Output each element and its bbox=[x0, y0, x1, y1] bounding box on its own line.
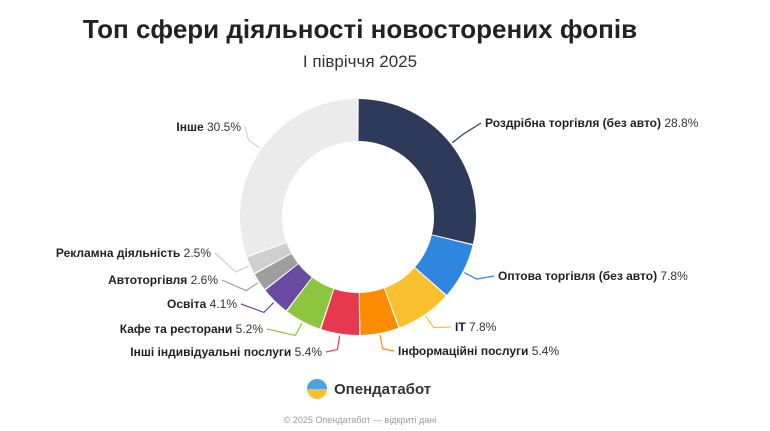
data-label: Освіта 4.1% bbox=[167, 297, 237, 311]
data-label: Інше 30.5% bbox=[176, 120, 241, 134]
donut-slice bbox=[359, 288, 399, 335]
donut-slice bbox=[240, 99, 358, 257]
leader-line bbox=[464, 272, 495, 280]
data-label: Рекламна діяльність 2.5% bbox=[56, 246, 211, 260]
leader-line bbox=[214, 252, 249, 273]
leader-line bbox=[240, 302, 275, 314]
data-label: Автоторгівля 2.6% bbox=[108, 273, 218, 287]
leader-line bbox=[425, 315, 452, 329]
donut-slice bbox=[247, 243, 292, 274]
data-label: IT 7.8% bbox=[455, 320, 497, 334]
chart-title: Топ сфери діяльності новосторених фопів bbox=[82, 14, 638, 44]
leader-line bbox=[451, 122, 482, 144]
data-label: Кафе та ресторани 5.2% bbox=[120, 322, 264, 336]
donut-slice bbox=[254, 253, 298, 290]
data-label: Інші індивідуальні послуги 5.4% bbox=[130, 345, 322, 359]
leader-line bbox=[244, 126, 261, 149]
brand: Опендатабот bbox=[306, 378, 431, 400]
footer-note: © 2025 Опендатабот — відкриті дані bbox=[283, 415, 437, 425]
leader-line bbox=[221, 279, 259, 292]
donut-slice bbox=[265, 264, 312, 311]
donut-slice bbox=[384, 267, 446, 328]
data-label: Інформаційні послуги 5.4% bbox=[398, 344, 559, 358]
donut-slice bbox=[415, 235, 473, 295]
leader-line bbox=[325, 335, 341, 353]
data-label: Оптова торгівля (без авто) 7.8% bbox=[498, 269, 688, 283]
leader-line bbox=[266, 322, 303, 337]
donut-slice bbox=[287, 277, 334, 329]
donut-slice bbox=[358, 99, 477, 245]
brand-name: Опендатабот bbox=[334, 380, 432, 398]
data-label: Роздрібна торгівля (без авто) 28.8% bbox=[485, 116, 699, 130]
leader-line bbox=[379, 334, 395, 352]
donut-slice bbox=[321, 289, 360, 335]
opendatabot-logo-icon bbox=[307, 379, 327, 399]
chart-subtitle: І півріччя 2025 bbox=[302, 52, 418, 71]
